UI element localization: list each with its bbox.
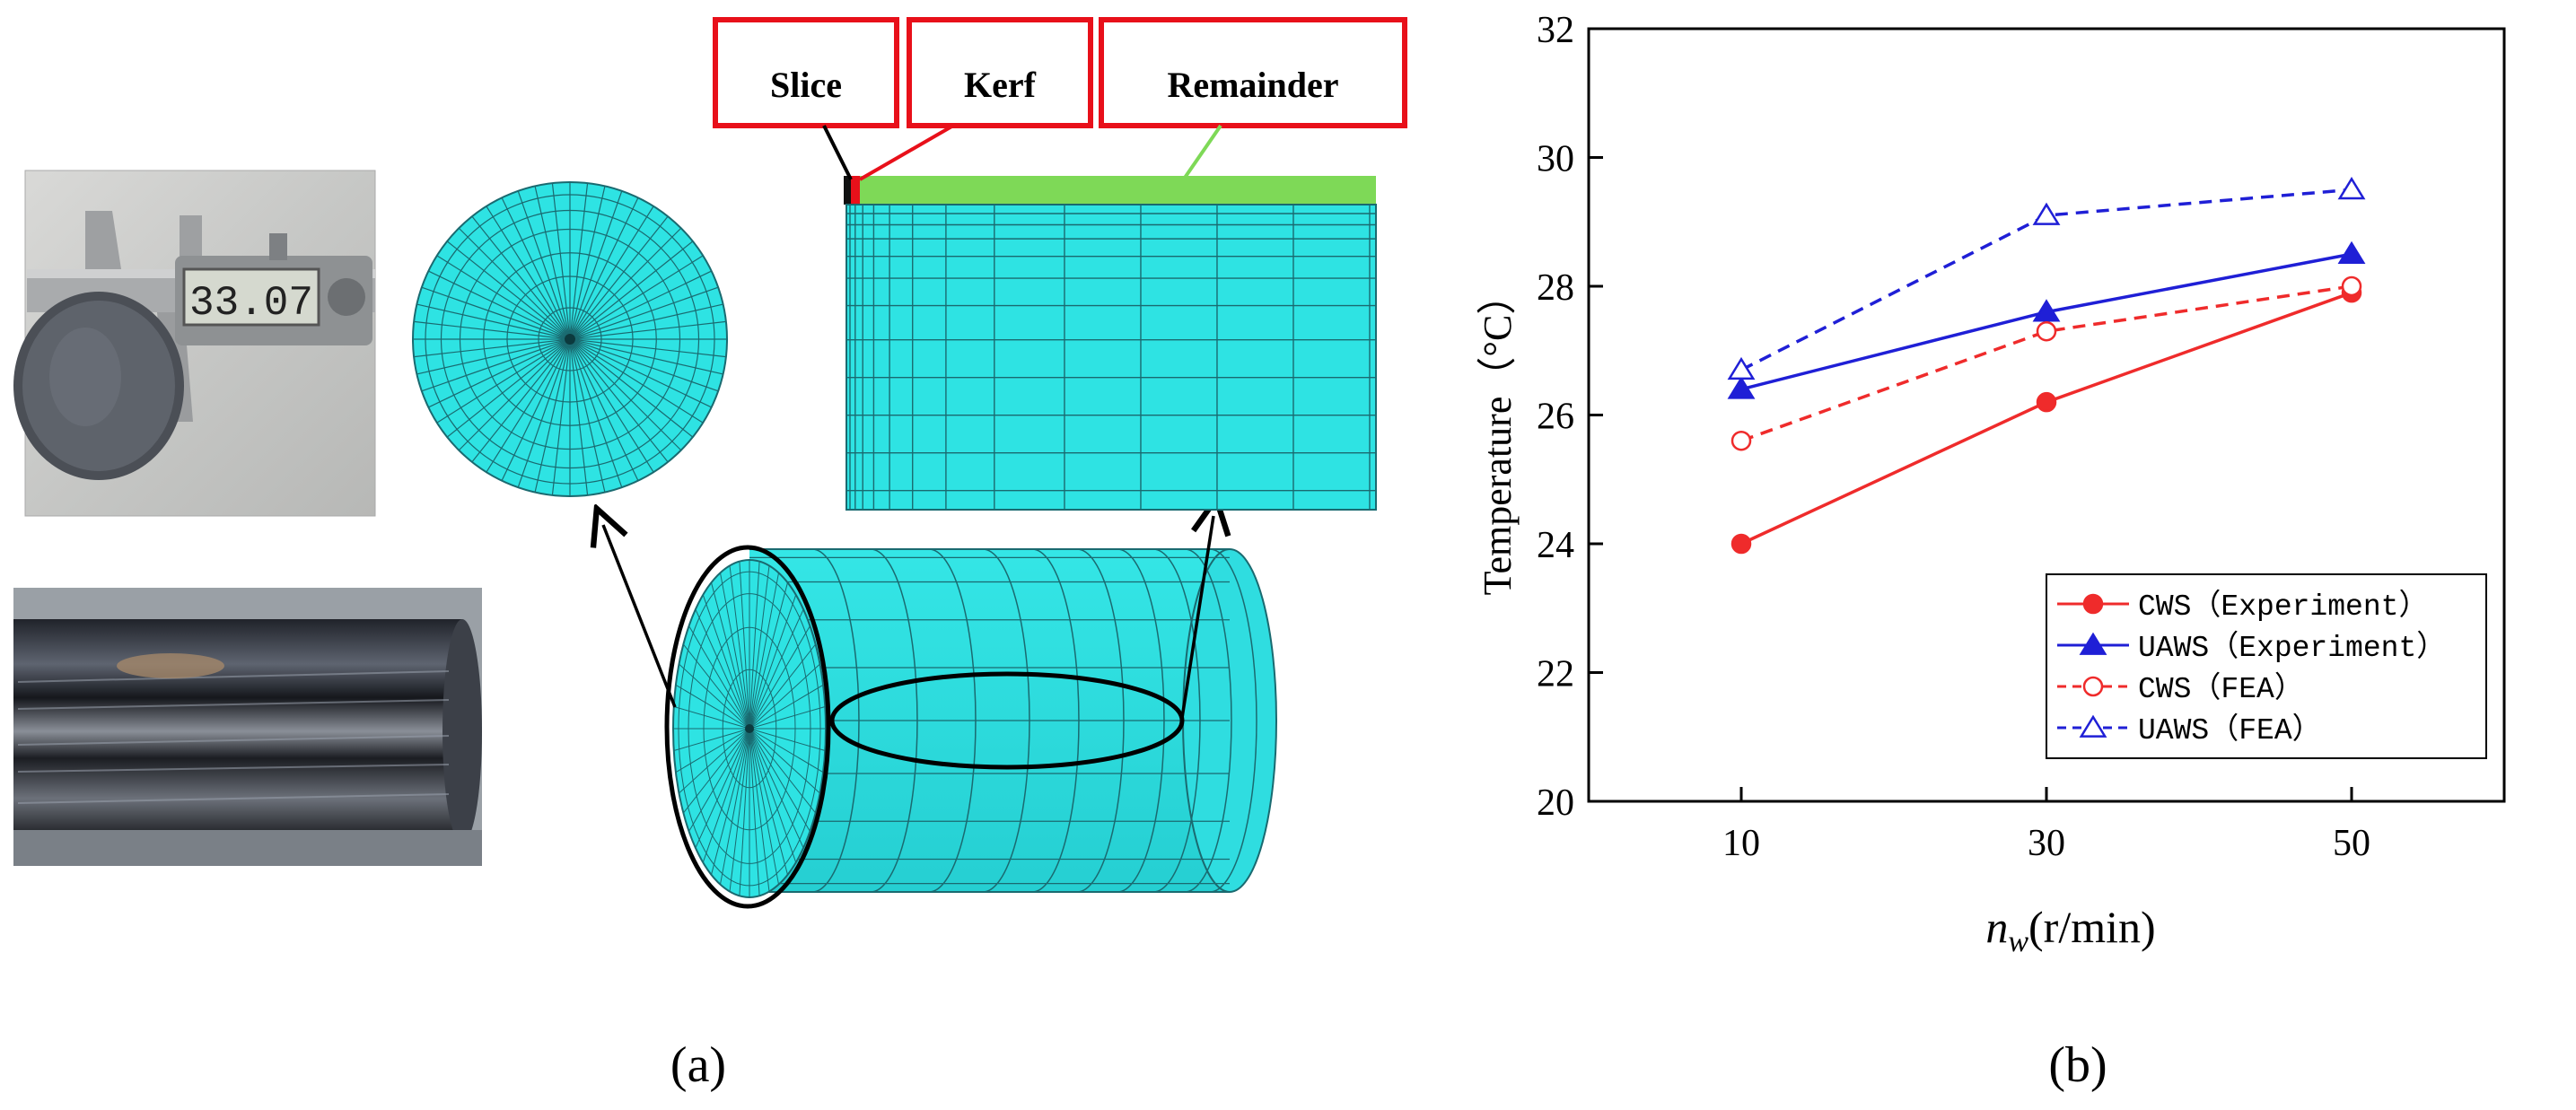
data-point (1727, 356, 1756, 380)
caliper-photo: 33.07 (13, 170, 376, 517)
legend-entry-label: UAWS（FEA） (2138, 713, 2322, 747)
legend: CWS（Experiment） UAWS（Experiment） CWS（FEA） U… (2046, 573, 2487, 759)
legend-marker (2082, 676, 2104, 697)
data-point (2341, 275, 2362, 297)
x-axis-label-symbol: n (1985, 902, 2008, 952)
panel-b-label: (b) (2048, 1037, 2107, 1093)
caliper-reading: 33.07 (189, 280, 313, 327)
data-point (1730, 533, 1752, 555)
callout-slice-label: Slice (770, 65, 842, 105)
x-axis-label-unit: (r/min) (2028, 902, 2156, 952)
legend-entry-label: UAWS（Experiment） (2138, 631, 2446, 665)
callout-remainder-label: Remainder (1167, 65, 1338, 105)
series-line (1740, 188, 2353, 371)
series-4 (1727, 176, 2366, 380)
data-point (1727, 376, 1756, 399)
series-line (1740, 291, 2353, 546)
slice-highlight-ellipse (664, 545, 831, 909)
series-3 (1730, 275, 2362, 451)
x-tick-label: 30 (2028, 823, 2065, 864)
remainder-strip (846, 176, 1376, 205)
plot-frame (1587, 27, 2506, 803)
series-line (1740, 284, 2353, 442)
panel-a: 33.07 (13, 17, 1407, 1093)
slice-strip (844, 176, 851, 205)
y-tick-label: 26 (1537, 397, 1574, 438)
data-point (2036, 320, 2057, 342)
y-tick-label: 30 (1537, 139, 1574, 180)
x-tick-label: 10 (1722, 823, 1760, 864)
callout-kerf-label: Kerf (964, 65, 1037, 105)
y-tick-label: 24 (1537, 525, 1574, 566)
legend-marker (2079, 714, 2107, 738)
callout-remainder: Remainder (1099, 17, 1407, 128)
y-axis-label: Temperature（°C） (1476, 275, 1520, 596)
x-axis-label-subscript: w (2008, 925, 2028, 958)
arrow-to-section (1180, 516, 1214, 719)
legend-entry-label: CWS（FEA） (2138, 672, 2304, 706)
y-tick-label: 28 (1537, 267, 1574, 309)
data-point (2032, 299, 2061, 322)
arrow-to-slice (603, 525, 677, 708)
cross-section-mesh (844, 176, 1377, 511)
legend-entry-label: CWS（Experiment） (2138, 590, 2428, 624)
slice-leader (822, 125, 853, 180)
data-point (1730, 430, 1752, 451)
series-1 (1730, 282, 2362, 555)
data-point (2341, 282, 2362, 303)
kerf-strip (851, 176, 860, 205)
data-point (2032, 202, 2061, 225)
legend-box (2046, 573, 2487, 759)
series-2 (1727, 240, 2366, 399)
workpiece-cylinder-mesh (672, 548, 1277, 898)
legend-marker (2079, 632, 2107, 655)
y-tick-label: 32 (1537, 10, 1574, 51)
y-tick-label: 20 (1537, 782, 1574, 824)
panel-a-label: (a) (670, 1037, 726, 1093)
data-point (2337, 176, 2366, 200)
kerf-leader (859, 124, 954, 181)
data-point (2337, 240, 2366, 264)
workpiece-rod-photo (13, 588, 482, 866)
x-tick-label: 50 (2333, 823, 2370, 864)
slice-mesh-disc (412, 181, 728, 497)
remainder-leader (1183, 124, 1222, 179)
section-highlight-ellipse (829, 671, 1185, 770)
callout-kerf: Kerf (907, 17, 1093, 128)
data-point (2036, 391, 2057, 413)
legend-marker (2082, 593, 2104, 615)
callout-slice: Slice (713, 17, 899, 128)
x-axis-label: nw(r/min) (1985, 902, 2155, 958)
y-tick-label: 22 (1537, 654, 1574, 695)
series-line (1740, 252, 2353, 391)
